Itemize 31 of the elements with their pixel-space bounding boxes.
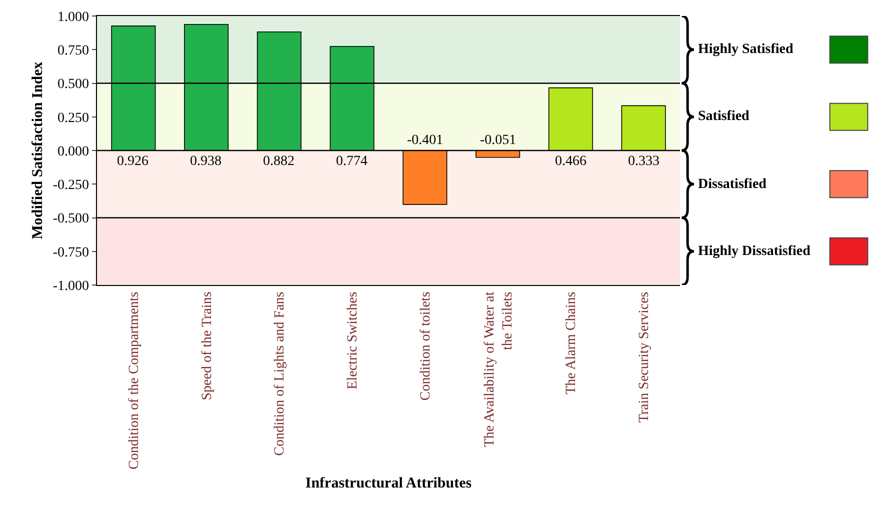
data-label: -0.051	[480, 133, 516, 148]
y-tick-label: -0.500	[52, 212, 90, 227]
x-tick-label: Condition of the Compartments	[126, 292, 142, 470]
x-tick-label: Condition of toilets	[418, 292, 434, 401]
band-label: Satisfied	[698, 109, 750, 124]
x-axis-title: Infrastructural Attributes	[305, 475, 472, 492]
data-label: 0.882	[263, 154, 294, 169]
y-tick-label: -0.250	[52, 178, 90, 194]
band-label: Dissatisfied	[698, 177, 767, 192]
data-label: 0.926	[117, 154, 148, 169]
x-tick-label: The Availability of Water at the Toilets	[482, 292, 516, 448]
band-label: Highly Satisfied	[698, 42, 794, 57]
data-label: 0.938	[190, 154, 222, 169]
data-label: 0.774	[336, 154, 368, 169]
x-tick-label: The Alarm Chains	[564, 292, 580, 394]
data-label: 0.333	[628, 154, 660, 169]
y-tick-label: 1.000	[58, 10, 90, 25]
x-tick-label: Train Security Services	[637, 292, 652, 423]
y-tick-label: 0.750	[58, 44, 90, 59]
x-tick-label: Speed of the Trains	[200, 292, 215, 400]
y-tick-label: 0.500	[58, 77, 90, 92]
data-label: -0.401	[407, 133, 444, 148]
x-tick-label: Electric Switches	[346, 292, 361, 390]
y-axis-title: Modified Satisfaction Index	[30, 61, 46, 240]
y-tick-label: -0.750	[52, 245, 90, 260]
y-tick-label: -1.000	[52, 278, 90, 294]
band-label: Highly Dissatisfied	[698, 244, 811, 259]
y-tick-label: 0.250	[58, 110, 90, 126]
x-tick-label: Condition of Lights and Fans	[272, 292, 288, 456]
data-label: 0.466	[555, 154, 586, 169]
y-tick-label: 0.000	[58, 144, 90, 160]
